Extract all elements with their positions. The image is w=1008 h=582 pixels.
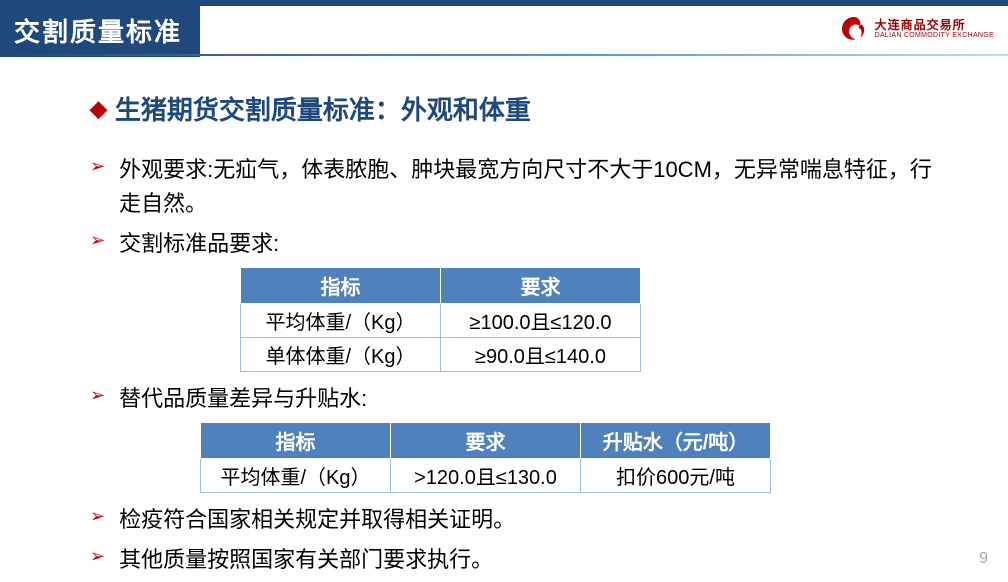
th: 要求 <box>441 268 641 304</box>
td: 单体体重/（Kg） <box>241 338 441 372</box>
td: 平均体重/（Kg） <box>241 304 441 338</box>
logo: 大连商品交易所 DALIAN COMMODITY EXCHANGE <box>839 14 994 44</box>
section-heading: ◆ 生猪期货交割质量标准：外观和体重 <box>90 90 938 127</box>
table-header-row: 指标 要求 <box>241 268 641 304</box>
slide-title: 交割质量标准 <box>0 6 200 57</box>
bullet-1: ➢ 外观要求:无疝气，体表脓胞、肿块最宽方向尺寸不大于10CM，无异常喘息特征，… <box>90 153 938 221</box>
bullet-4: ➢ 检疫符合国家相关规定并取得相关证明。 <box>90 503 938 537</box>
th: 升贴水（元/吨） <box>581 423 771 459</box>
td: 平均体重/（Kg） <box>201 459 391 493</box>
th: 要求 <box>391 423 581 459</box>
content-area: ◆ 生猪期货交割质量标准：外观和体重 ➢ 外观要求:无疝气，体表脓胞、肿块最宽方… <box>0 56 1008 578</box>
diamond-icon: ◆ <box>90 96 107 122</box>
td: ≥100.0且≤120.0 <box>441 304 641 338</box>
arrow-icon: ➢ <box>90 506 105 527</box>
logo-cn: 大连商品交易所 <box>875 19 994 32</box>
arrow-icon: ➢ <box>90 156 105 177</box>
table-header-row: 指标 要求 升贴水（元/吨） <box>201 423 771 459</box>
th: 指标 <box>201 423 391 459</box>
bullet-3: ➢ 替代品质量差异与升贴水: <box>90 382 938 416</box>
table-row: 平均体重/（Kg） >120.0且≤130.0 扣价600元/吨 <box>201 459 771 493</box>
bullet-text-1: 外观要求:无疝气，体表脓胞、肿块最宽方向尺寸不大于10CM，无异常喘息特征，行走… <box>119 153 938 221</box>
bullet-5: ➢ 其他质量按照国家有关部门要求执行。 <box>90 543 938 577</box>
arrow-icon: ➢ <box>90 230 105 251</box>
td: 扣价600元/吨 <box>581 459 771 493</box>
bullet-text-3: 替代品质量差异与升贴水: <box>119 382 367 416</box>
td: ≥90.0且≤140.0 <box>441 338 641 372</box>
page-number: 9 <box>979 550 988 568</box>
bullet-2: ➢ 交割标准品要求: <box>90 227 938 261</box>
arrow-icon: ➢ <box>90 546 105 567</box>
bullet-text-4: 检疫符合国家相关规定并取得相关证明。 <box>119 503 515 537</box>
logo-en: DALIAN COMMODITY EXCHANGE <box>875 32 994 39</box>
heading-text: 生猪期货交割质量标准：外观和体重 <box>115 90 531 127</box>
bullet-text-2: 交割标准品要求: <box>119 227 279 261</box>
th: 指标 <box>241 268 441 304</box>
header-underline <box>0 54 1008 56</box>
logo-swirl-icon <box>839 14 869 44</box>
substitute-product-table: 指标 要求 升贴水（元/吨） 平均体重/（Kg） >120.0且≤130.0 扣… <box>200 422 771 493</box>
table-row: 平均体重/（Kg） ≥100.0且≤120.0 <box>241 304 641 338</box>
table-row: 单体体重/（Kg） ≥90.0且≤140.0 <box>241 338 641 372</box>
td: >120.0且≤130.0 <box>391 459 581 493</box>
arrow-icon: ➢ <box>90 385 105 406</box>
standard-product-table: 指标 要求 平均体重/（Kg） ≥100.0且≤120.0 单体体重/（Kg） … <box>240 267 641 372</box>
bullet-text-5: 其他质量按照国家有关部门要求执行。 <box>119 543 493 577</box>
logo-text: 大连商品交易所 DALIAN COMMODITY EXCHANGE <box>875 19 994 39</box>
header-row: 交割质量标准 大连商品交易所 DALIAN COMMODITY EXCHANGE <box>0 6 1008 56</box>
